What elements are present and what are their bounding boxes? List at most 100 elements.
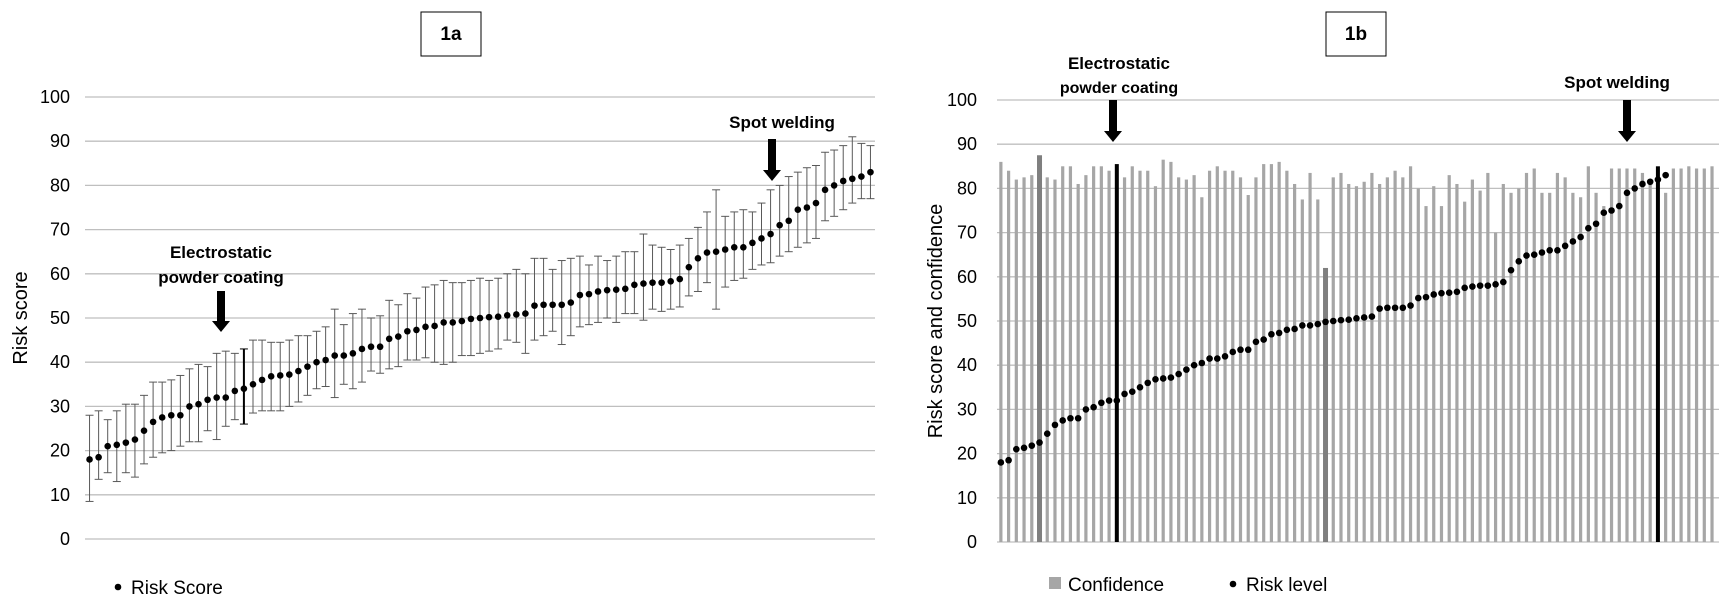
panel-label-box xyxy=(420,11,482,57)
risk-level-point xyxy=(1438,289,1445,297)
confidence-bar xyxy=(1517,188,1521,542)
risk-score-point xyxy=(422,323,429,331)
risk-score-point xyxy=(503,312,511,319)
y-tick-label: 0 xyxy=(60,529,70,549)
confidence-bar xyxy=(1107,170,1111,542)
risk-score-point xyxy=(349,350,357,357)
confidence-bar xyxy=(1439,206,1444,542)
confidence-bar xyxy=(1053,179,1057,542)
risk-score-point xyxy=(195,400,202,408)
confidence-bar xyxy=(1648,179,1652,542)
y-tick-label: 70 xyxy=(957,223,977,243)
confidence-bar xyxy=(1579,197,1583,543)
risk-level-point xyxy=(1461,284,1468,292)
risk-score-point xyxy=(295,367,302,375)
y-tick-label: 100 xyxy=(947,90,977,110)
y-tick-label: 20 xyxy=(957,444,977,464)
confidence-bar xyxy=(1671,168,1675,542)
risk-level-point xyxy=(1067,414,1074,422)
risk-score-point xyxy=(549,301,556,309)
y-tick-label: 10 xyxy=(957,488,977,508)
risk-score-point xyxy=(594,288,602,295)
risk-level-point xyxy=(1329,317,1337,325)
annotation-electrostatic-line2: powder coating xyxy=(1060,80,1178,97)
y-tick-label: 10 xyxy=(50,485,70,505)
risk-score-point xyxy=(322,356,329,364)
confidence-bar xyxy=(1486,172,1490,542)
confidence-bar xyxy=(1285,170,1289,542)
panel-label-text: 1b xyxy=(1345,24,1367,45)
risk-score-point xyxy=(558,301,566,309)
risk-level-point xyxy=(1059,417,1067,424)
confidence-bar xyxy=(1006,170,1011,542)
confidence-bar xyxy=(1702,168,1706,542)
risk-score-point xyxy=(340,352,348,359)
risk-level-point xyxy=(1631,185,1639,192)
risk-score-point xyxy=(658,279,665,286)
risk-level-point xyxy=(1020,444,1028,452)
confidence-bar xyxy=(1548,192,1552,542)
risk-score-point xyxy=(830,182,838,189)
risk-level-point xyxy=(1152,376,1159,383)
legend-label-risk-score: Risk Score xyxy=(131,578,223,597)
error-bar xyxy=(539,257,548,337)
risk-score-point xyxy=(186,403,193,410)
legend-marker-risk-score xyxy=(114,583,122,591)
risk-score-point xyxy=(694,255,702,262)
confidence-bar xyxy=(1316,199,1320,542)
risk-score-point xyxy=(240,385,248,393)
confidence-bar xyxy=(1037,155,1043,542)
risk-level-point xyxy=(1198,359,1206,367)
error-bar xyxy=(857,142,866,200)
risk-level-point xyxy=(1353,315,1360,322)
confidence-bar xyxy=(1408,166,1413,543)
risk-level-point xyxy=(1074,414,1082,422)
y-tick-label: 70 xyxy=(50,220,70,240)
confidence-bar xyxy=(1161,159,1165,543)
error-bar xyxy=(575,255,584,328)
risk-level-point xyxy=(1175,370,1182,378)
confidence-bar xyxy=(1432,186,1436,542)
risk-level-point xyxy=(1476,282,1484,289)
legend-marker-confidence xyxy=(1049,577,1061,589)
arrow-electrostatic-shaft xyxy=(217,291,225,322)
risk-level-point xyxy=(1237,346,1244,354)
risk-level-point xyxy=(1337,316,1345,324)
confidence-bar xyxy=(1122,177,1127,542)
error-bar xyxy=(176,374,185,447)
y-tick-label: 90 xyxy=(957,134,977,154)
panel-label-1b: 1b xyxy=(1325,11,1387,57)
legend-label-confidence: Confidence xyxy=(1068,575,1164,596)
risk-level-point xyxy=(1615,202,1623,210)
panel-label-box xyxy=(1325,11,1387,57)
risk-level-point xyxy=(1391,304,1399,312)
risk-score-point xyxy=(86,456,93,463)
y-tick-label: 80 xyxy=(50,175,70,195)
annotation-spot-welding: Spot welding xyxy=(729,113,835,132)
error-bar xyxy=(503,273,512,341)
confidence-bar xyxy=(1679,168,1683,542)
risk-score-point xyxy=(585,290,593,298)
risk-score-point xyxy=(794,206,802,214)
risk-score-point xyxy=(113,441,121,449)
y-axis-title: Risk score xyxy=(10,271,32,364)
confidence-bar xyxy=(1269,164,1274,542)
error-bar xyxy=(248,339,257,414)
y-tick-label: 30 xyxy=(50,396,70,416)
risk-level-point xyxy=(1561,242,1569,250)
risk-score-point xyxy=(767,230,774,238)
risk-score-point xyxy=(576,291,584,299)
legend-1b: Confidence Risk level xyxy=(1049,575,1327,596)
risk-level-point xyxy=(1051,421,1059,429)
risk-level-point xyxy=(1585,224,1592,232)
confidence-bar xyxy=(1099,166,1103,543)
error-bar xyxy=(385,299,394,370)
risk-score-point xyxy=(703,249,711,256)
confidence-bar xyxy=(1045,177,1049,542)
confidence-bar xyxy=(1602,206,1606,542)
error-bar xyxy=(639,233,648,321)
risk-level-point xyxy=(1639,180,1646,188)
risk-level-point xyxy=(1569,238,1577,245)
error-bar xyxy=(121,403,130,474)
